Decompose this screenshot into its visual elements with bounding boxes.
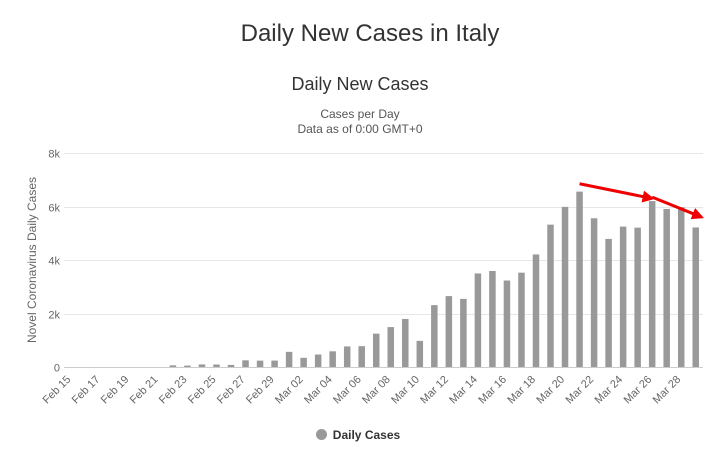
x-tick-label: Mar 16 (476, 374, 509, 407)
chart-subtitle: Cases per Day Data as of 0:00 GMT+0 (0, 107, 716, 137)
x-tick-label: Feb 27 (215, 374, 248, 407)
bar[interactable] (372, 333, 380, 367)
bar[interactable] (242, 360, 249, 367)
bar[interactable] (431, 305, 438, 367)
y-tick-label: 0 (54, 363, 60, 375)
annotations (579, 182, 704, 220)
legend-label: Daily Cases (332, 428, 401, 442)
red-arrow-annotation (651, 195, 704, 220)
bar[interactable] (605, 238, 612, 367)
page-title: Daily New Cases in Italy (240, 20, 500, 47)
bar[interactable] (503, 280, 511, 367)
x-tick-label: Mar 10 (389, 374, 422, 407)
bar[interactable] (184, 365, 191, 367)
x-tick-label: Mar 18 (505, 374, 538, 407)
bar[interactable] (285, 351, 293, 367)
bar[interactable] (692, 227, 699, 367)
y-axis-ticks: 0 2k 4k 6k 8k (48, 149, 60, 375)
x-tick-label: Feb 23 (157, 374, 190, 407)
bar[interactable] (314, 354, 322, 367)
bar[interactable] (590, 218, 598, 367)
chart-title: Daily New Cases (291, 74, 429, 94)
bar[interactable] (561, 206, 569, 367)
x-tick-label: Feb 17 (70, 374, 103, 407)
y-tick-label: 8k (48, 149, 60, 161)
x-tick-label: Mar 26 (622, 374, 655, 407)
bar[interactable] (489, 270, 496, 367)
bar[interactable] (648, 201, 656, 367)
bar[interactable] (619, 226, 627, 367)
x-tick-label: Feb 29 (244, 374, 277, 407)
bar[interactable] (518, 272, 525, 367)
legend-marker-icon (315, 429, 327, 440)
bar[interactable] (402, 318, 409, 367)
bar[interactable] (198, 364, 206, 367)
y-tick-label: 4k (48, 256, 60, 268)
x-tick-label: Mar 24 (593, 374, 626, 407)
chart-subtitle-line-1: Cases per Day (320, 107, 400, 121)
x-tick-label: Mar 06 (331, 374, 364, 407)
bar[interactable] (329, 351, 336, 367)
bar[interactable] (271, 360, 278, 367)
bar[interactable] (358, 346, 365, 367)
x-tick-label: Mar 20 (534, 374, 567, 407)
bar[interactable] (677, 207, 685, 367)
bar[interactable] (460, 298, 467, 367)
bar[interactable] (343, 346, 351, 367)
bar[interactable] (576, 191, 583, 367)
x-tick-label: Mar 12 (418, 374, 451, 407)
bar[interactable] (300, 357, 307, 367)
x-tick-label: Mar 14 (447, 374, 480, 407)
bar[interactable] (547, 224, 554, 367)
bar[interactable] (445, 296, 453, 367)
y-axis-label: Novel Coronavirus Daily Cases (25, 177, 39, 343)
legend[interactable]: Daily Cases (0, 428, 716, 442)
bar[interactable] (227, 364, 235, 367)
red-arrow-annotation (579, 182, 655, 203)
bar[interactable] (213, 364, 220, 367)
y-tick-label: 6k (48, 203, 60, 215)
y-tick-label: 2k (48, 310, 60, 322)
bar[interactable] (169, 365, 177, 367)
x-tick-label: Mar 04 (302, 374, 335, 407)
chart-subtitle-line-2: Data as of 0:00 GMT+0 (297, 122, 423, 136)
bars (169, 191, 699, 367)
x-tick-label: Mar 28 (651, 374, 684, 407)
bar[interactable] (387, 327, 395, 367)
x-tick-label: Mar 22 (563, 374, 596, 407)
bar[interactable] (256, 360, 264, 367)
x-tick-label: Feb 15 (41, 374, 74, 407)
x-tick-label: Mar 08 (360, 374, 393, 407)
bar[interactable] (634, 227, 641, 367)
x-tick-label: Feb 21 (128, 374, 161, 407)
x-tick-label: Feb 25 (186, 374, 219, 407)
bar[interactable] (416, 340, 424, 367)
bar[interactable] (532, 254, 540, 367)
bar[interactable] (663, 208, 670, 367)
x-tick-label: Feb 19 (99, 374, 132, 407)
x-tick-label: Mar 02 (273, 374, 306, 407)
bar[interactable] (474, 273, 482, 367)
